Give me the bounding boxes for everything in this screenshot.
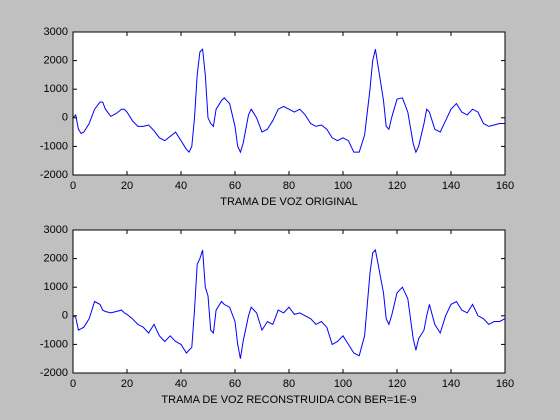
y-tick-label: 1000 bbox=[44, 281, 68, 293]
x-tick-label: 120 bbox=[388, 180, 406, 192]
y-tick-label: 0 bbox=[62, 310, 68, 322]
x-tick-label: 20 bbox=[121, 378, 133, 390]
x-tick-label: 60 bbox=[229, 180, 241, 192]
y-tick-label: 2000 bbox=[44, 55, 68, 67]
x-tick-label: 80 bbox=[283, 180, 295, 192]
y-tick-label: -1000 bbox=[40, 338, 68, 350]
x-tick-label: 160 bbox=[496, 180, 514, 192]
y-tick-label: -2000 bbox=[40, 169, 68, 181]
x-tick-label: 100 bbox=[334, 180, 352, 192]
x-tick-label: 140 bbox=[442, 180, 460, 192]
y-tick-label: -1000 bbox=[40, 140, 68, 152]
y-tick-label: 2000 bbox=[44, 253, 68, 265]
y-tick-label: 3000 bbox=[44, 224, 68, 236]
x-tick-label: 0 bbox=[70, 378, 76, 390]
y-tick-label: 0 bbox=[62, 112, 68, 124]
x-tick-label: 160 bbox=[496, 378, 514, 390]
x-tick-label: 20 bbox=[121, 180, 133, 192]
x-axis-label: TRAMA DE VOZ ORIGINAL bbox=[220, 196, 358, 208]
signal-line bbox=[72, 248, 506, 359]
signal-line bbox=[72, 48, 505, 154]
x-tick-label: 0 bbox=[70, 180, 76, 192]
y-tick-label: 3000 bbox=[44, 26, 68, 38]
x-tick-label: 140 bbox=[442, 378, 460, 390]
x-tick-label: 40 bbox=[175, 180, 187, 192]
x-tick-label: 60 bbox=[229, 378, 241, 390]
x-tick-label: 80 bbox=[283, 378, 295, 390]
y-tick-label: 1000 bbox=[44, 83, 68, 95]
x-axis-label: TRAMA DE VOZ RECONSTRUIDA CON BER=1E-9 bbox=[161, 394, 416, 406]
x-tick-label: 100 bbox=[334, 378, 352, 390]
x-tick-label: 120 bbox=[388, 378, 406, 390]
plot-area bbox=[73, 32, 505, 175]
y-tick-label: -2000 bbox=[40, 367, 68, 379]
plot-area bbox=[73, 230, 505, 373]
x-tick-label: 40 bbox=[175, 378, 187, 390]
